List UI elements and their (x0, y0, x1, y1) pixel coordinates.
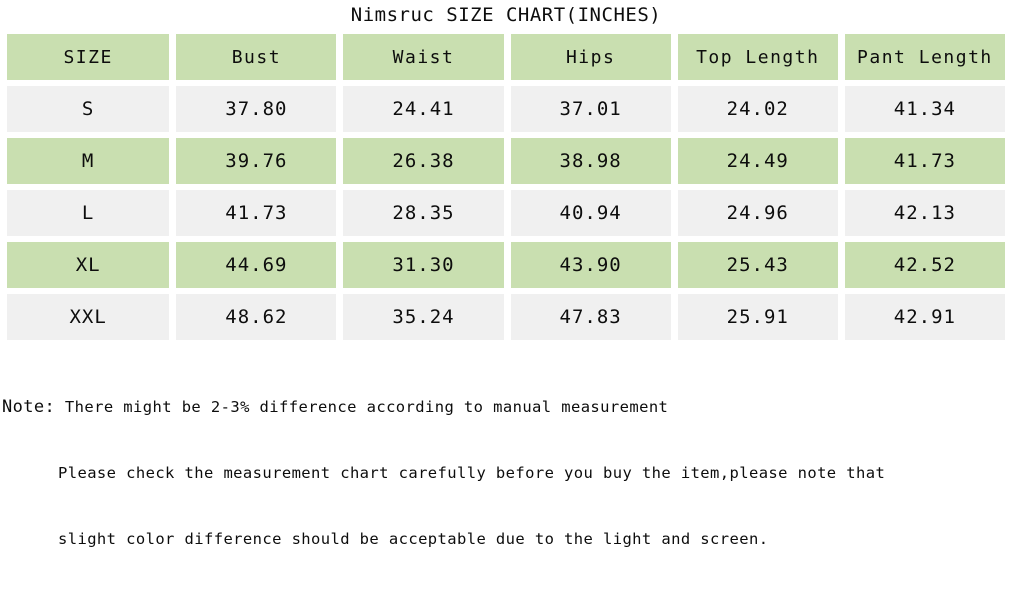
cell-hips: 37.01 (510, 86, 671, 132)
cell-waist: 24.41 (343, 86, 504, 132)
note-line-1: Note: There might be 2-3% difference acc… (2, 396, 1012, 418)
cell-hips: 40.94 (510, 190, 671, 236)
cell-pant-length: 41.73 (844, 138, 1005, 184)
cell-top-length: 25.91 (677, 294, 838, 340)
cell-hips: 38.98 (510, 138, 671, 184)
cell-bust: 44.69 (176, 242, 337, 288)
table-header-row: SIZE Bust Waist Hips Top Length Pant Len… (7, 34, 1005, 80)
column-header-bust: Bust (176, 34, 337, 80)
cell-size: XXL (7, 294, 170, 340)
cell-size: XL (7, 242, 170, 288)
table-row: XXL 48.62 35.24 47.83 25.91 42.91 (7, 294, 1005, 340)
cell-waist: 31.30 (343, 242, 504, 288)
column-header-size: SIZE (7, 34, 170, 80)
cell-pant-length: 42.52 (844, 242, 1005, 288)
note-line-1-text: There might be 2-3% difference according… (55, 398, 669, 416)
note-line-2: Please check the measurement chart caref… (58, 464, 886, 482)
size-chart-page: Nimsruc SIZE CHART(INCHES) SIZE Bust Wai… (0, 4, 1012, 548)
cell-top-length: 24.02 (677, 86, 838, 132)
column-header-pant-length: Pant Length (844, 34, 1005, 80)
cell-waist: 28.35 (343, 190, 504, 236)
column-header-top-length: Top Length (677, 34, 838, 80)
column-header-waist: Waist (343, 34, 504, 80)
table-body: SIZE Bust Waist Hips Top Length Pant Len… (7, 34, 1005, 340)
note-line-3: slight color difference should be accept… (58, 530, 769, 548)
page-title: Nimsruc SIZE CHART(INCHES) (350, 4, 662, 26)
note-block: Note: There might be 2-3% difference acc… (0, 352, 1012, 594)
cell-pant-length: 41.34 (844, 86, 1005, 132)
table-row: S 37.80 24.41 37.01 24.02 41.34 (7, 86, 1005, 132)
column-header-hips: Hips (510, 34, 671, 80)
cell-top-length: 24.96 (677, 190, 838, 236)
table-row: M 39.76 26.38 38.98 24.49 41.73 (7, 138, 1005, 184)
cell-pant-length: 42.13 (844, 190, 1005, 236)
size-chart-table: SIZE Bust Waist Hips Top Length Pant Len… (0, 28, 1012, 346)
cell-waist: 26.38 (343, 138, 504, 184)
cell-pant-length: 42.91 (844, 294, 1005, 340)
note-label: Note: (2, 397, 56, 417)
cell-bust: 48.62 (176, 294, 337, 340)
table-row: XL 44.69 31.30 43.90 25.43 42.52 (7, 242, 1005, 288)
cell-top-length: 25.43 (677, 242, 838, 288)
cell-size: L (7, 190, 170, 236)
cell-size: S (7, 86, 170, 132)
cell-top-length: 24.49 (677, 138, 838, 184)
cell-hips: 47.83 (510, 294, 671, 340)
cell-waist: 35.24 (343, 294, 504, 340)
cell-hips: 43.90 (510, 242, 671, 288)
cell-bust: 39.76 (176, 138, 337, 184)
table-row: L 41.73 28.35 40.94 24.96 42.13 (7, 190, 1005, 236)
cell-bust: 41.73 (176, 190, 337, 236)
cell-size: M (7, 138, 170, 184)
cell-bust: 37.80 (176, 86, 337, 132)
